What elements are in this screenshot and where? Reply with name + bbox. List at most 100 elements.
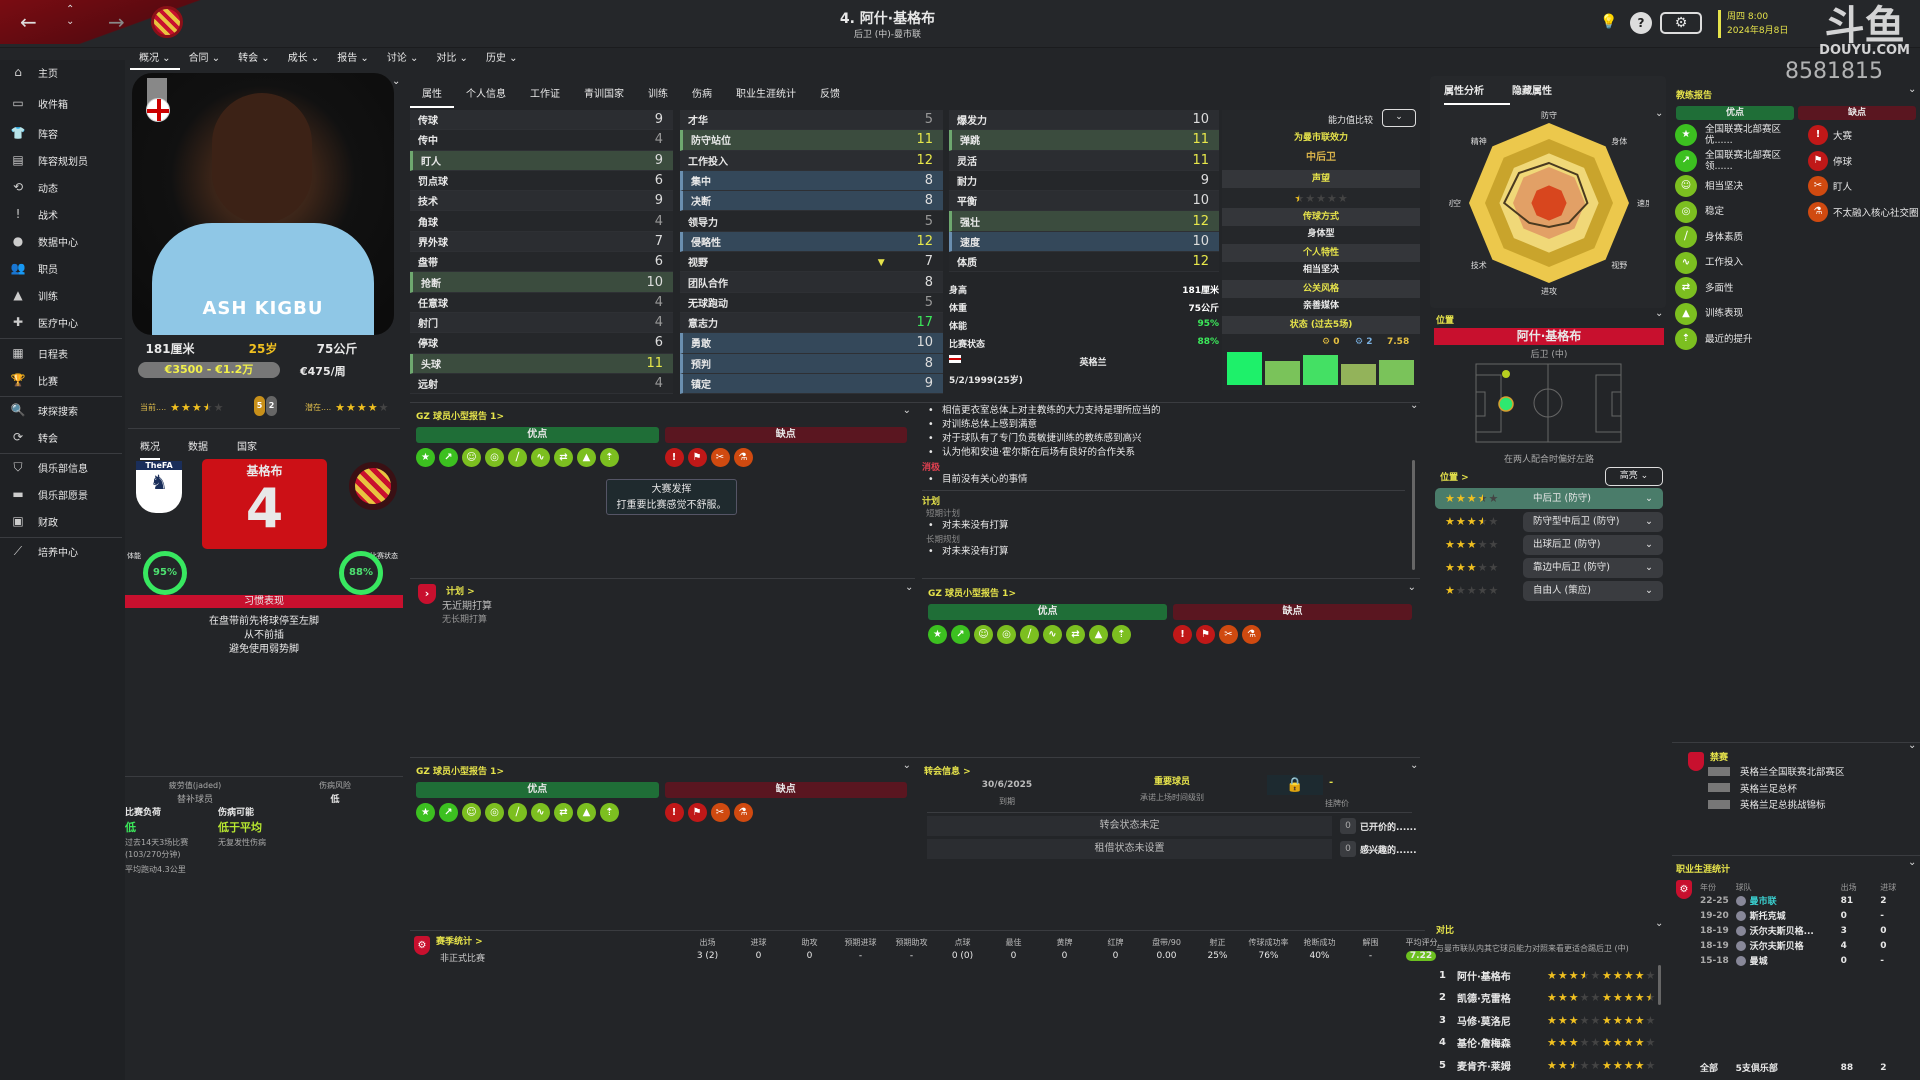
attribute-row[interactable]: 远射 4 [410,373,673,395]
role-row[interactable]: ★ ★ ★ ★ ★ 防守型中后卫 (防守) ⌄ [1435,511,1663,532]
sidebar-item[interactable]: ⟋ 培养中心 [0,538,125,564]
big-match-icon[interactable]: ! [1173,625,1192,644]
flask-icon[interactable]: ⚗ [1242,625,1261,644]
tab-nation[interactable]: 国家 [237,442,257,453]
versatility-icon[interactable]: ⇄ [1066,625,1085,644]
chevron-down-icon[interactable]: ⌄ [1655,108,1664,119]
comparison-row[interactable]: 1 阿什·基格布 ★ ★ ★ ★ ★ ★ ★ ★ ★ ★ [1437,964,1663,986]
prev-next-player-buttons[interactable]: ⌃ ⌄ [66,4,75,27]
attribute-row[interactable]: 爆发力 10 [949,110,1219,131]
sidebar-item[interactable]: ⛉ 俱乐部信息 [0,454,125,480]
chevron-down-icon[interactable]: ⌄ [1908,84,1917,95]
attribute-row[interactable]: 平衡 10 [949,191,1219,212]
attribute-row[interactable]: 传球 9 [410,110,673,131]
settings-button[interactable]: ⚙ [1660,12,1702,34]
cone-up-icon[interactable]: ⇡ [600,448,619,467]
bandage-icon[interactable]: ⧸ [508,448,527,467]
sidebar-item[interactable]: ▤ 阵容规划员 [0,147,125,173]
attribute-row[interactable]: 勇敢 10 [680,333,943,354]
menu-item[interactable]: 对比 ⌄ [427,50,477,70]
star-icon[interactable]: ★ [416,448,435,467]
career-club[interactable]: 曼市联 [1749,897,1777,907]
stat-header[interactable]: 平均评分 [1405,938,1438,947]
cone-up-icon[interactable]: ⇡ [600,803,619,822]
stat-header[interactable]: 射正 [1209,938,1226,947]
attribute-row[interactable]: 盯人 9 [410,150,673,171]
menu-item[interactable]: 讨论 ⌄ [378,50,428,70]
role-select[interactable]: 防守型中后卫 (防守) ⌄ [1523,511,1663,532]
attribute-row[interactable]: 防守站位 11 [680,130,943,151]
cone-up-icon[interactable]: ⇡ [1112,625,1131,644]
stat-header[interactable]: 点球 [954,938,971,947]
compare-dropdown[interactable]: ⌄ [1382,109,1416,127]
season-stats-title[interactable]: 赛季统计 > [436,937,483,947]
head-icon[interactable]: ☺ [974,625,993,644]
lock-icon[interactable]: 🔒 [1267,775,1323,795]
attribute-row[interactable]: 决断 8 [680,191,943,212]
attribute-row[interactable]: 弹跳 11 [949,130,1219,151]
attribute-row[interactable]: 罚点球 6 [410,170,673,192]
forward-button[interactable]: → [108,10,125,34]
attribute-row[interactable]: 工作投入 12 [680,150,943,171]
report-title[interactable]: GZ 球员小型报告 1> [416,767,504,777]
attribute-row[interactable]: 预判 8 [680,353,943,374]
set-piece-icon[interactable]: ⚑ [1196,625,1215,644]
club-badge[interactable] [349,462,397,510]
interest-label[interactable]: 感兴趣的...... [1360,846,1417,856]
trend-up-icon[interactable]: ↗ [439,448,458,467]
stat-header[interactable]: 出场 [699,938,716,947]
flask-icon[interactable]: ⚗ [733,448,753,467]
attribute-row[interactable]: 盘带 6 [410,252,673,273]
comparison-scrollbar[interactable] [1658,965,1661,1005]
role-row[interactable]: ★ ★ ★ ★ ★ 出球后卫 (防守) ⌄ [1435,534,1663,555]
sidebar-item[interactable]: ▣ 财政 [0,508,125,534]
menu-item[interactable]: 历史 ⌄ [477,50,527,70]
transfer-status[interactable]: 转会状态未定 [927,816,1332,836]
tab-3[interactable]: 青训国家 [584,89,624,100]
head-icon[interactable]: ☺ [462,448,481,467]
flask-icon[interactable]: ⚗ [733,803,753,822]
bandage-icon[interactable]: ⧸ [1020,625,1039,644]
sidebar-item[interactable]: ▭ 收件箱 [0,90,125,116]
sidebar-item[interactable]: ⟲ 动态 [0,174,125,200]
heartbeat-icon[interactable]: ∿ [1043,625,1062,644]
bulb-icon[interactable]: 💡 [1600,14,1618,30]
menu-item[interactable]: 合同 ⌄ [180,50,230,70]
sidebar-item[interactable]: ▬ 俱乐部愿景 [0,481,125,507]
heartbeat-icon[interactable]: ∿ [531,448,550,467]
chevron-down-icon[interactable]: ⌄ [902,405,911,416]
attribute-row[interactable]: 强壮 12 [949,211,1219,232]
stat-header[interactable]: 预期助攻 [895,938,928,947]
tab-0[interactable]: 属性 [410,85,454,108]
role-select[interactable]: 中后卫 (防守) ⌄ [1523,488,1663,509]
stat-header[interactable]: 进球 [750,938,767,947]
big-match-icon[interactable]: ! [664,448,684,467]
roles-title[interactable]: 位置 > [1440,473,1469,483]
chevron-down-icon[interactable]: ⌄ [902,760,911,771]
star-icon[interactable]: ★ [928,625,947,644]
attribute-row[interactable]: 侵略性 12 [680,231,943,253]
stat-header[interactable]: 预期进球 [844,938,877,947]
attribute-row[interactable]: 灵活 11 [949,150,1219,171]
big-match-icon[interactable]: ! [664,803,684,822]
sidebar-item[interactable]: 🏆 比赛 [0,367,125,393]
value-range[interactable]: €3500 - €1.2万 [138,362,280,378]
career-row[interactable]: 18-19 沃尔夫斯贝格 4 0 [1700,938,1910,953]
chevron-down-icon[interactable]: ⌄ [1908,857,1917,868]
menu-item[interactable]: 报告 ⌄ [328,50,378,70]
menu-item[interactable]: 转会 ⌄ [229,50,279,70]
tab-2[interactable]: 工作证 [530,89,560,100]
attribute-row[interactable]: 团队合作 8 [680,272,943,293]
attribute-row[interactable]: 抢断 10 [410,272,673,293]
attribute-row[interactable]: 停球 6 [410,333,673,354]
marking-icon[interactable]: ✂ [1219,625,1238,644]
chevron-down-icon[interactable]: ⌄ [1407,582,1416,593]
attribute-row[interactable]: 技术 9 [410,191,673,212]
sidebar-item[interactable]: 👥 职员 [0,255,125,281]
target-icon[interactable]: ◎ [485,803,504,822]
head-icon[interactable]: ☺ [462,803,481,822]
offers-label[interactable]: 已开价的...... [1360,823,1417,833]
sidebar-item[interactable]: ● 数据中心 [0,228,125,254]
tab-data[interactable]: 数据 [188,442,208,453]
sidebar-item[interactable]: ⌂ 主页 [0,59,125,85]
